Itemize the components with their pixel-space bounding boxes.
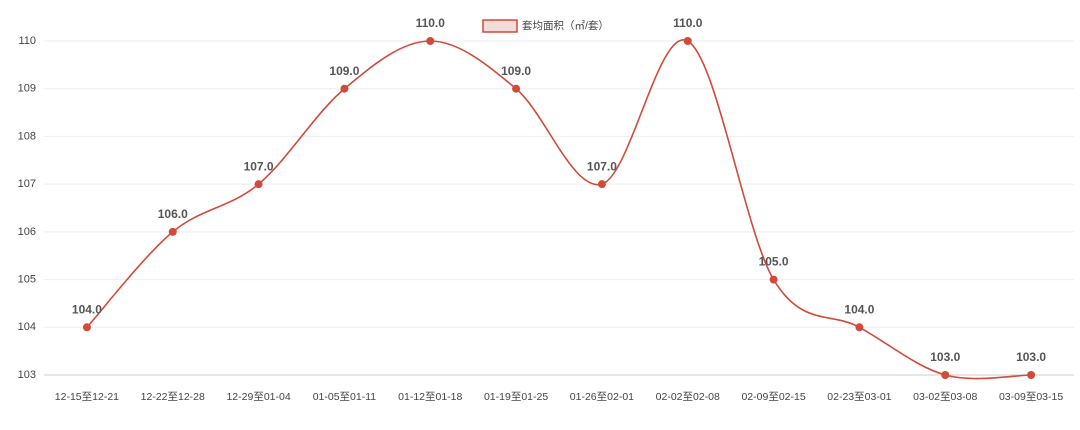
x-tick-label: 01-19至01-25: [484, 391, 548, 403]
point: [1027, 371, 1036, 379]
y-tick-label: 106: [18, 226, 36, 238]
point: [426, 37, 435, 45]
y-tick-label: 105: [18, 273, 36, 285]
point: [168, 227, 177, 236]
data-label: 107.0: [244, 159, 274, 173]
y-tick-label: 103: [18, 369, 36, 381]
x-tick-label: 03-02至03-08: [913, 391, 977, 403]
legend-label: 套均面积（㎡/套）: [522, 19, 609, 32]
point: [340, 84, 349, 93]
y-tick-label: 104: [18, 321, 36, 333]
x-tick-label: 02-09至02-15: [741, 391, 805, 403]
data-label: 109.0: [329, 64, 359, 78]
point: [254, 180, 263, 189]
x-tick-label: 12-15至12-21: [55, 391, 119, 403]
data-label: 105.0: [759, 255, 789, 269]
data-label: 109.0: [501, 64, 531, 78]
data-label: 103.0: [930, 350, 960, 364]
data-label: 107.0: [587, 159, 617, 173]
point: [597, 180, 606, 189]
x-tick-label: 12-22至12-28: [141, 391, 205, 403]
legend-swatch: [482, 19, 518, 33]
point: [82, 323, 91, 332]
x-tick-label: 01-26至02-01: [570, 391, 634, 403]
x-tick-label: 02-02至02-08: [656, 391, 720, 403]
data-label: 103.0: [1016, 350, 1046, 364]
x-tick-label: 01-05至01-11: [313, 391, 377, 403]
point: [683, 37, 692, 45]
point: [941, 371, 950, 379]
x-tick-label: 12-29至01-04: [226, 391, 290, 403]
x-tick-label: 02-23至03-01: [827, 391, 891, 403]
y-tick-label: 108: [18, 130, 36, 142]
data-label: 110.0: [673, 16, 703, 30]
y-tick-label: 109: [18, 83, 36, 95]
x-tick-label: 01-12至01-18: [398, 391, 462, 403]
y-tick-label: 110: [18, 35, 36, 47]
point: [855, 323, 864, 332]
data-label: 110.0: [416, 16, 446, 30]
y-tick-label: 107: [18, 178, 36, 190]
point: [769, 275, 778, 284]
data-label: 106.0: [158, 207, 188, 221]
point: [512, 84, 521, 93]
data-label: 104.0: [72, 302, 102, 316]
x-tick-label: 03-09至03-15: [999, 391, 1063, 403]
data-label: 104.0: [844, 302, 874, 316]
